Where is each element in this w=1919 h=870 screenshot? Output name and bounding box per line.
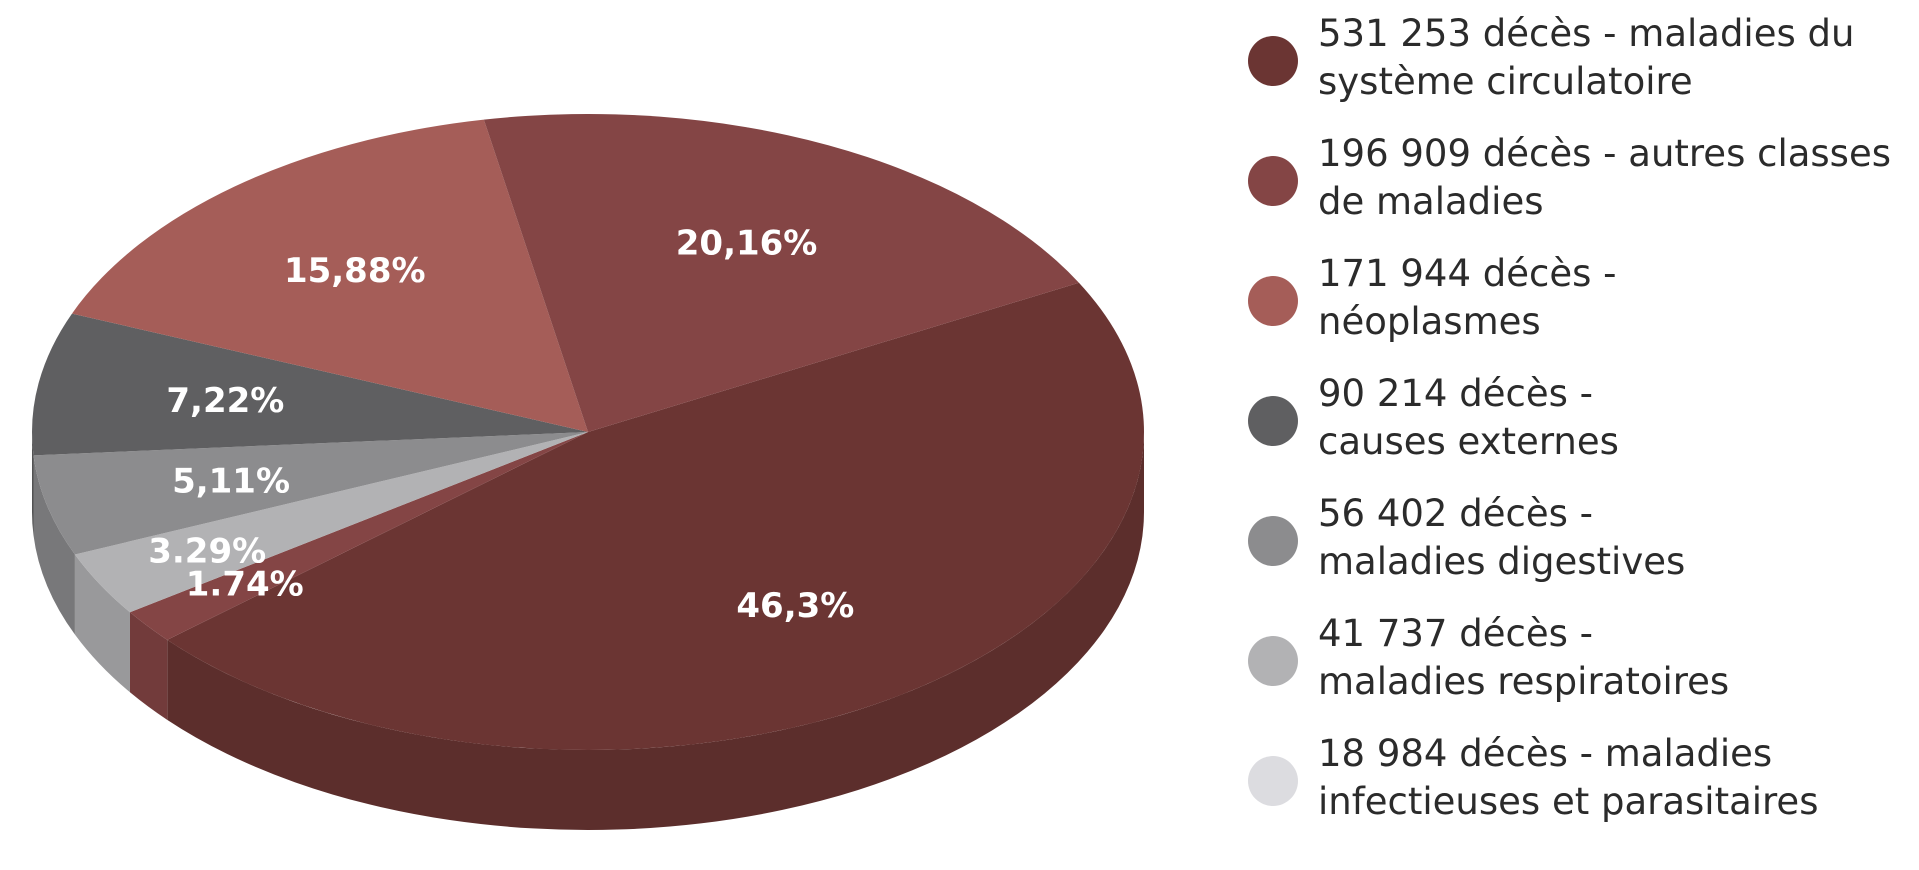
- legend-item: 56 402 décès - maladies digestives: [1240, 490, 1910, 610]
- legend-item: 41 737 décès - maladies respiratoires: [1240, 610, 1910, 730]
- slice-label-4: 7,22%: [166, 381, 284, 421]
- pie-slice-6: [483, 114, 1079, 433]
- legend-label-line: 56 402 décès -: [1318, 492, 1593, 535]
- legend-item: 531 253 décès - maladies du système circu…: [1240, 10, 1910, 130]
- legend-item: 171 944 décès - néoplasmes: [1240, 250, 1910, 370]
- legend-label-line: de maladies: [1318, 180, 1544, 223]
- pie-slice-4: [32, 313, 589, 456]
- slice-label-5: 15,88%: [284, 251, 426, 291]
- legend-label: 56 402 décès - maladies digestives: [1318, 490, 1908, 586]
- legend-label: 90 214 décès - causes externes: [1318, 370, 1908, 466]
- legend-swatch: [1248, 36, 1298, 86]
- legend-label-line: maladies digestives: [1318, 540, 1686, 583]
- slice-label-6: 20,16%: [676, 224, 818, 264]
- legend-label: 171 944 décès - néoplasmes: [1318, 250, 1908, 346]
- legend-label-line: 18 984 décès - maladies: [1318, 732, 1773, 775]
- legend-label: 41 737 décès - maladies respiratoires: [1318, 610, 1908, 706]
- pie-side-3: [33, 455, 75, 635]
- legend-item: 90 214 décès - causes externes: [1240, 370, 1910, 490]
- pie-side-2: [74, 554, 130, 693]
- legend-label-line: infectieuses et parasitaires: [1318, 780, 1819, 823]
- pie-side-0: [167, 432, 1145, 830]
- legend-swatch: [1248, 636, 1298, 686]
- legend-swatch: [1248, 276, 1298, 326]
- pie-side-1: [129, 612, 168, 720]
- legend-label-line: 90 214 décès -: [1318, 372, 1593, 415]
- legend-label-line: système circulatoire: [1318, 60, 1693, 103]
- slice-label-1: 1.74%: [186, 565, 304, 605]
- legend-label-line: 531 253 décès - maladies du: [1318, 12, 1855, 55]
- legend-swatch: [1248, 156, 1298, 206]
- legend-swatch: [1248, 396, 1298, 446]
- legend-swatch: [1248, 756, 1298, 806]
- legend-label: 531 253 décès - maladies du système circu…: [1318, 10, 1908, 106]
- legend-label-line: 41 737 décès -: [1318, 612, 1593, 655]
- legend-label-line: néoplasmes: [1318, 300, 1541, 343]
- legend-swatch: [1248, 516, 1298, 566]
- legend-label-line: maladies respiratoires: [1318, 660, 1730, 703]
- pie-slice-5: [71, 119, 589, 432]
- legend-label: 18 984 décès - maladies infectieuses et p…: [1318, 730, 1908, 826]
- legend-label-line: 171 944 décès -: [1318, 252, 1617, 295]
- chart-legend: 531 253 décès - maladies du système circu…: [1240, 10, 1910, 850]
- pie-slice-0: [167, 282, 1145, 751]
- legend-label-line: 196 909 décès - autres classes: [1318, 132, 1891, 175]
- legend-item: 196 909 décès - autres classes de maladie…: [1240, 130, 1910, 250]
- pie-slice-2: [74, 432, 589, 613]
- slice-label-0: 46,3%: [736, 586, 854, 626]
- slice-label-2: 3.29%: [148, 532, 266, 572]
- legend-item: 18 984 décès - maladies infectieuses et p…: [1240, 730, 1910, 850]
- pie-side-4: [32, 432, 34, 536]
- legend-label-line: causes externes: [1318, 420, 1619, 463]
- legend-label: 196 909 décès - autres classes de maladie…: [1318, 130, 1908, 226]
- slice-label-3: 5,11%: [172, 462, 290, 502]
- pie-top-slices: [32, 114, 1145, 751]
- pie-side-walls: [32, 432, 1145, 830]
- pie-slice-labels: 46,3% 1.74%3.29% 5,11% 7,22% 15,88% 20,16%: [148, 224, 854, 626]
- pie-slice-3: [33, 432, 588, 555]
- pie-slice-1: [129, 432, 589, 640]
